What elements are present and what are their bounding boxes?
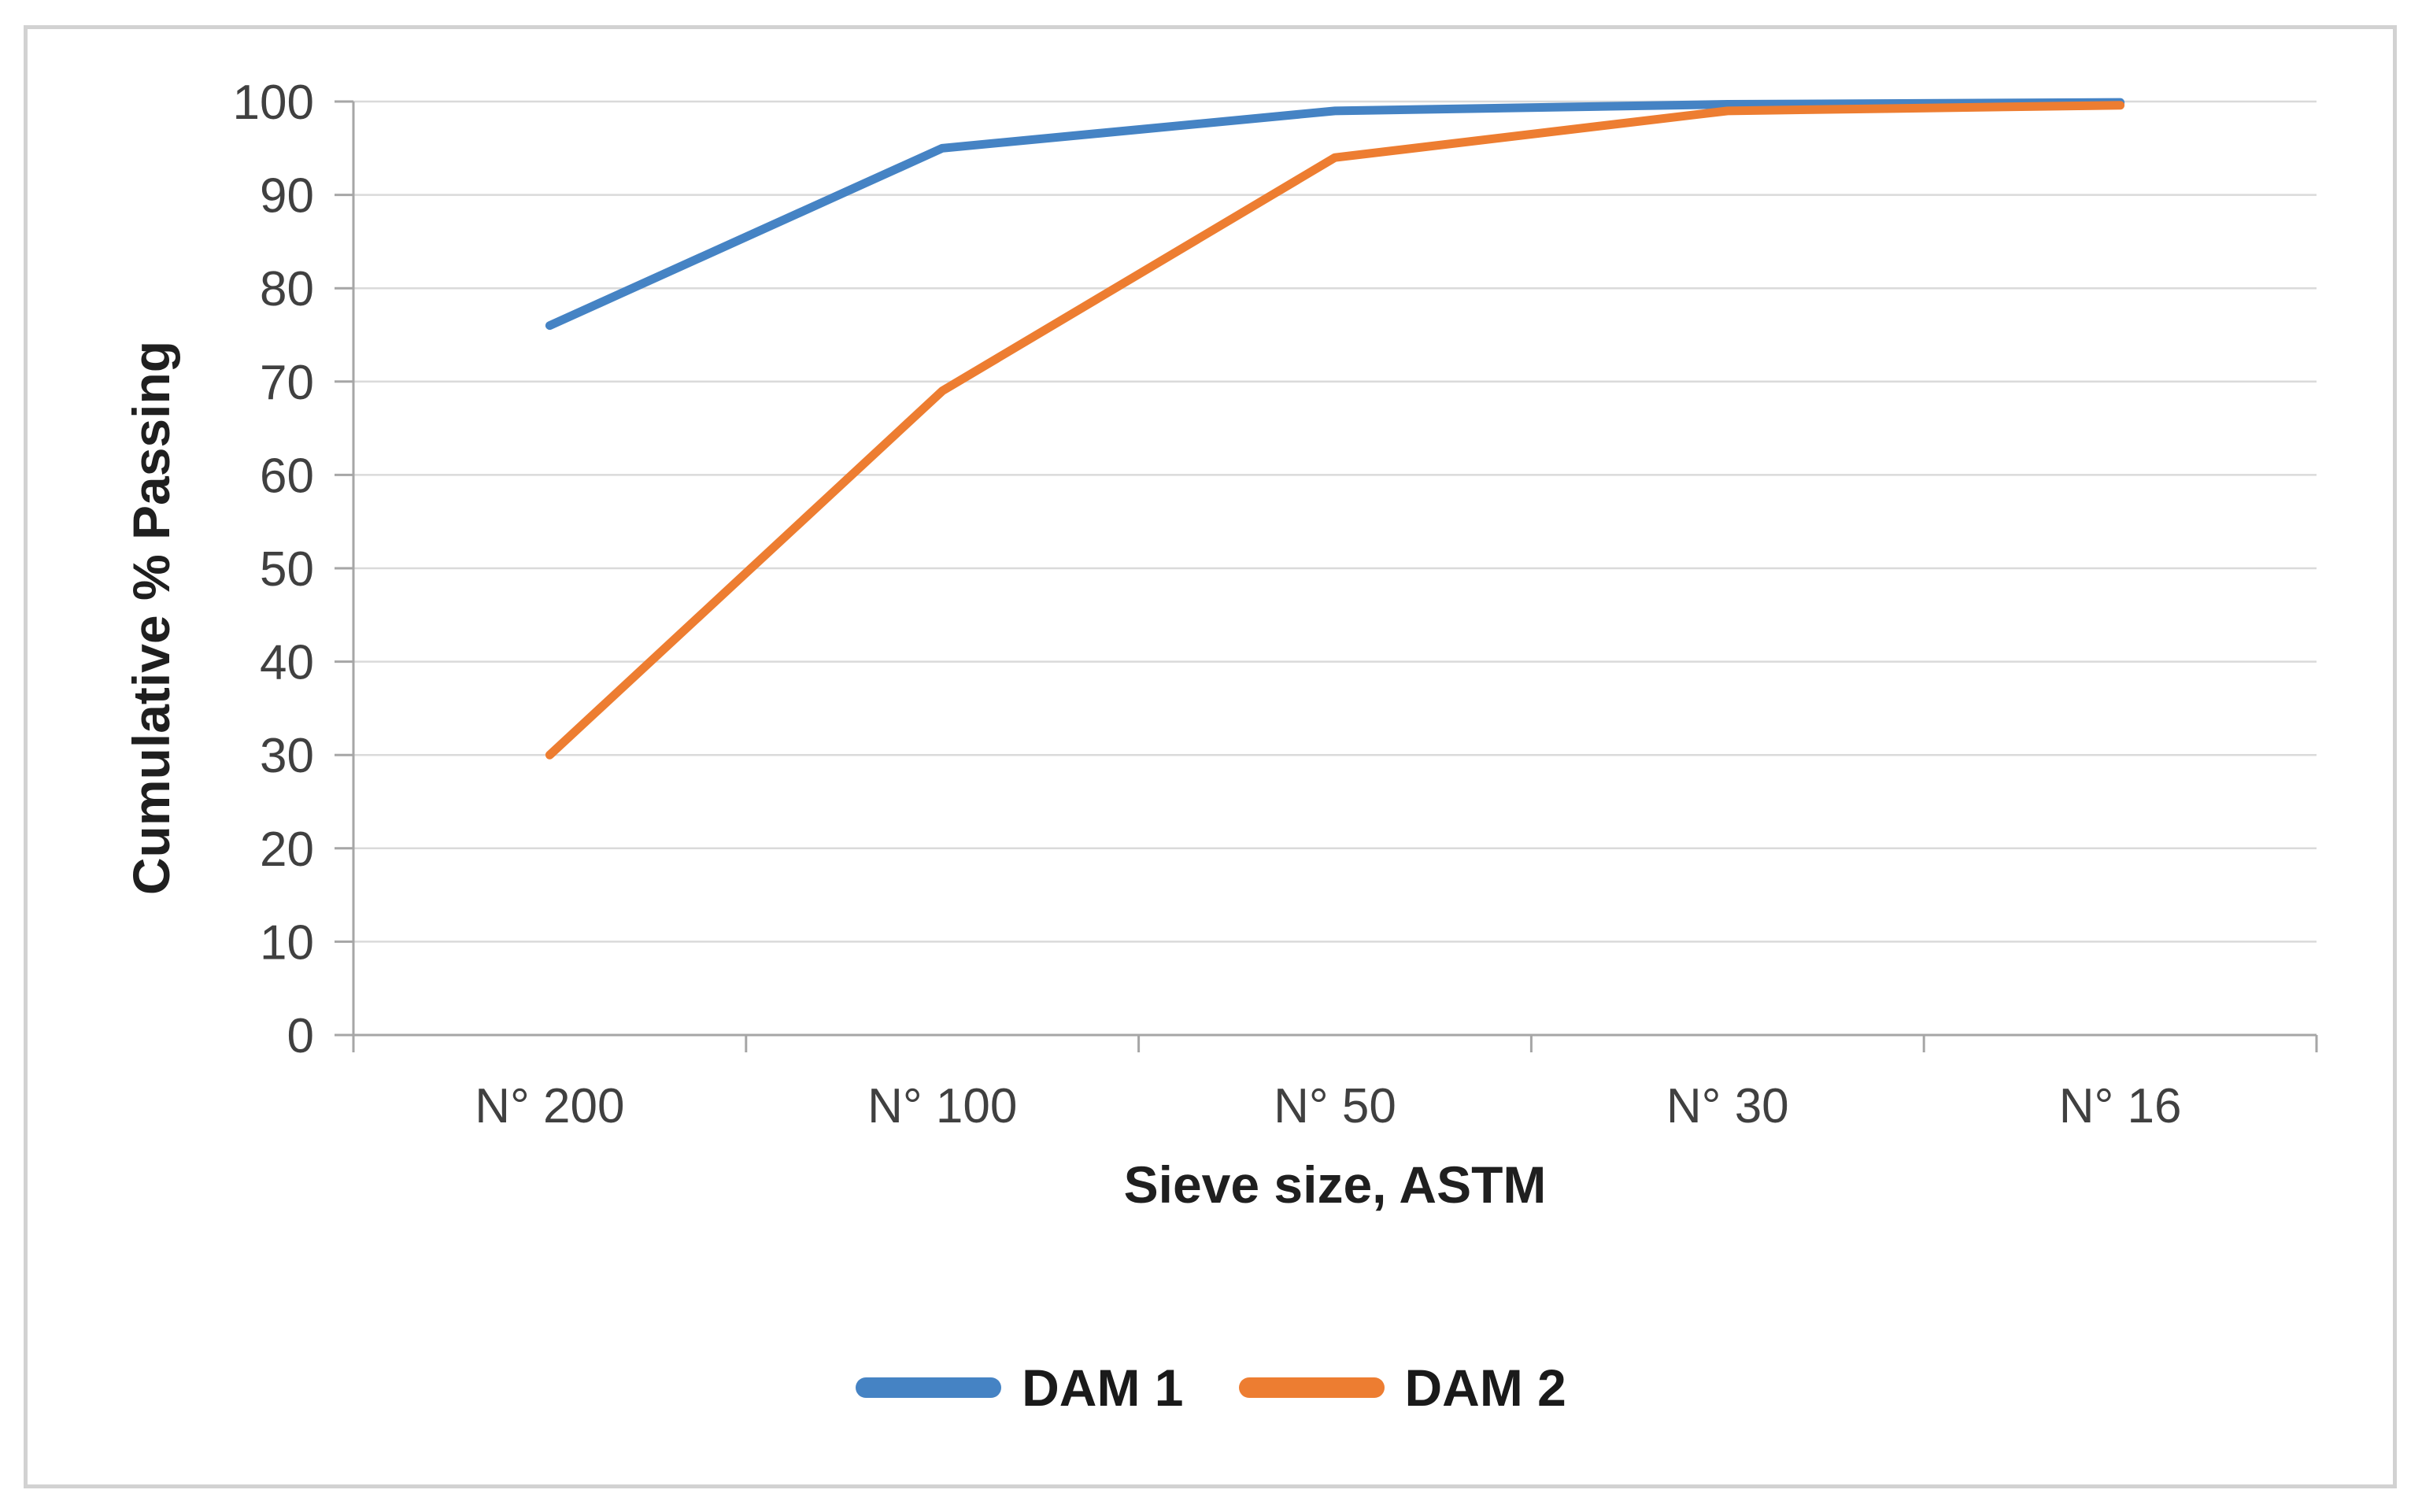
category-label-5: N° 16 <box>2059 1079 2182 1133</box>
y-tick-label-100: 100 <box>233 76 314 130</box>
legend-item-dam-1: DAM 1 <box>856 1358 1184 1418</box>
legend: DAM 1 DAM 2 <box>0 1352 2422 1423</box>
y-tick-label-80: 80 <box>260 262 314 316</box>
legend-swatch-dam-2-icon <box>1238 1377 1385 1398</box>
legend-label-dam-1: DAM 1 <box>1022 1359 1184 1417</box>
y-tick-label-50: 50 <box>260 542 314 597</box>
x-axis-title: Sieve size, ASTM <box>1123 1155 1547 1214</box>
y-tick-label-40: 40 <box>260 636 314 690</box>
legend-label-dam-2: DAM 2 <box>1404 1359 1566 1417</box>
y-tick-label-10: 10 <box>260 915 314 970</box>
category-label-3: N° 50 <box>1274 1079 1396 1133</box>
series-line-dam-1 <box>545 98 2125 331</box>
y-tick-label-20: 20 <box>260 823 314 877</box>
legend-item-dam-2: DAM 2 <box>1238 1358 1566 1418</box>
y-tick-label-30: 30 <box>260 729 314 783</box>
y-tick-label-90: 90 <box>260 169 314 224</box>
series-line-dam-2 <box>545 101 2125 760</box>
category-label-2: N° 100 <box>867 1079 1017 1133</box>
y-tick-label-0: 0 <box>287 1009 314 1063</box>
y-tick-label-60: 60 <box>260 449 314 503</box>
category-label-1: N° 200 <box>475 1079 624 1133</box>
chart-border <box>24 25 2397 1488</box>
legend-swatch-dam-1-icon <box>856 1377 1002 1398</box>
category-label-4: N° 30 <box>1666 1079 1789 1133</box>
y-axis-title: Cumulative % Passing <box>122 340 180 896</box>
y-tick-label-70: 70 <box>260 356 314 410</box>
